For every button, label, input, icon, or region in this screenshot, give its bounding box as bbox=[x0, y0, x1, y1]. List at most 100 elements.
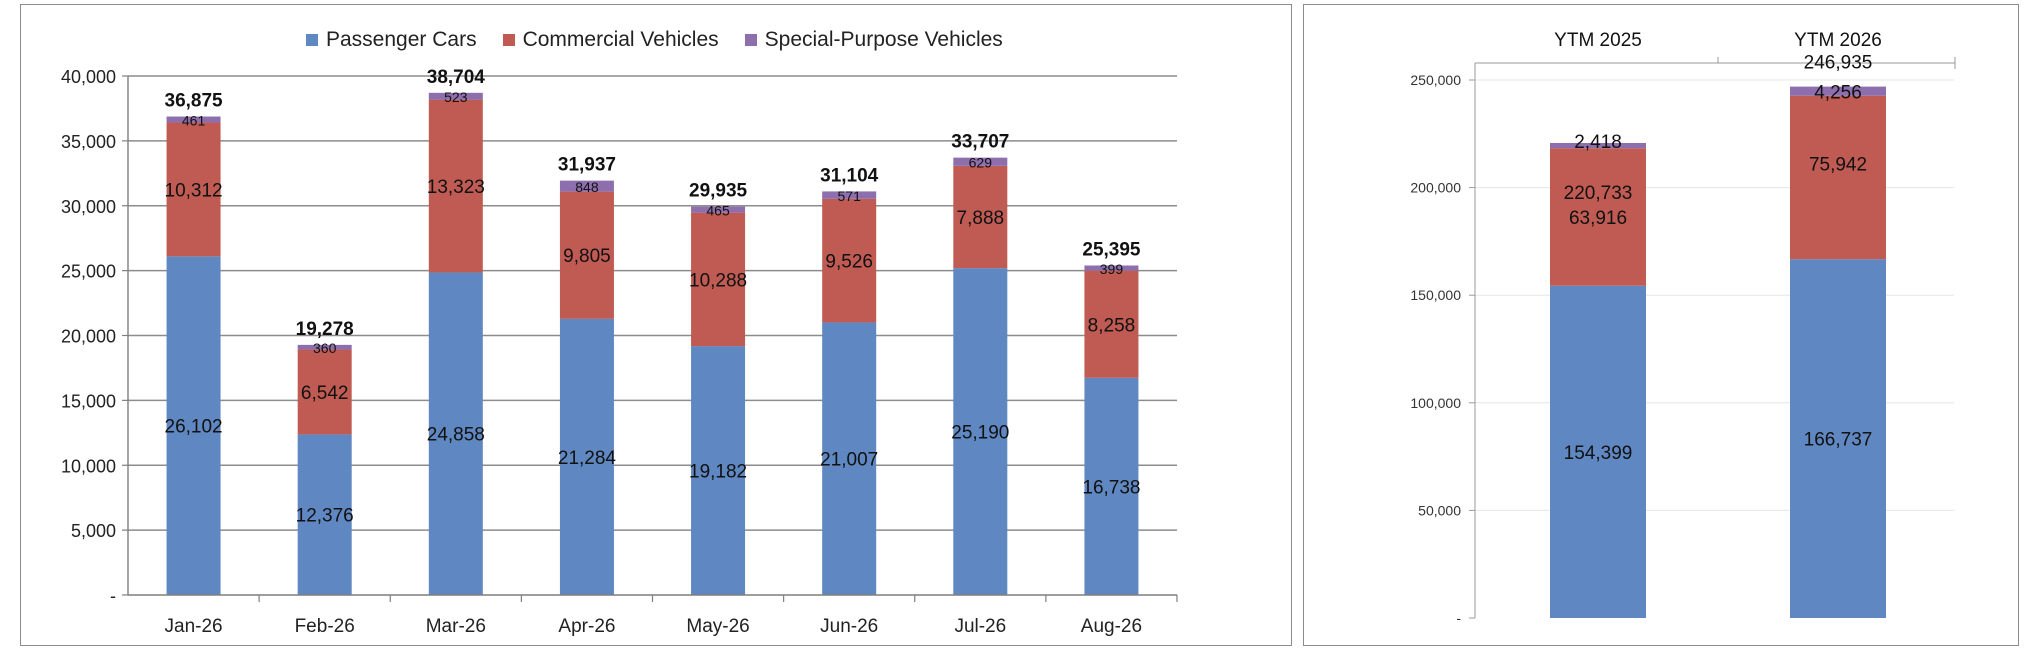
y-tick-label: 50,000 bbox=[1418, 502, 1461, 518]
legend-item-special-purpose-vehicles: Special-Purpose Vehicles bbox=[744, 28, 1003, 52]
x-tick-label: Mar-26 bbox=[426, 616, 486, 637]
monthly-chart-panel: Passenger Cars Commercial Vehicles Speci… bbox=[20, 4, 1292, 646]
y-tick-label: 200,000 bbox=[1410, 180, 1461, 196]
chart-legend: Passenger Cars Commercial Vehicles Speci… bbox=[306, 25, 1003, 55]
x-tick-label: Jul-26 bbox=[954, 616, 1006, 637]
bar-segment bbox=[1084, 377, 1139, 595]
total-label: 31,937 bbox=[558, 155, 616, 176]
legend-item-commercial-vehicles: Commercial Vehicles bbox=[502, 28, 719, 52]
bar-segment bbox=[1790, 86, 1886, 96]
y-tick-label: - bbox=[110, 586, 116, 606]
data-label: 465 bbox=[706, 203, 730, 219]
bar-segment bbox=[953, 165, 1008, 269]
legend-swatch-special-purpose-vehicles bbox=[744, 34, 757, 46]
bar-segment bbox=[166, 116, 221, 123]
bar-segment bbox=[1790, 95, 1886, 260]
y-tick-label: 40,000 bbox=[61, 67, 116, 87]
bar-segment bbox=[559, 180, 614, 192]
total-label: 246,935 bbox=[1804, 53, 1873, 74]
y-tick-label: - bbox=[1456, 610, 1461, 626]
bar-segment bbox=[559, 318, 614, 595]
bar-segment bbox=[691, 212, 746, 347]
x-tick-label: May-26 bbox=[686, 616, 749, 637]
y-tick-label: 30,000 bbox=[61, 197, 116, 217]
data-label: 848 bbox=[575, 179, 599, 195]
y-tick-label: 250,000 bbox=[1410, 72, 1461, 88]
data-label: 154,399 bbox=[1564, 443, 1633, 464]
x-tick-label: YTM 2026 bbox=[1794, 30, 1882, 51]
y-tick-label: 20,000 bbox=[61, 327, 116, 347]
bar-segment bbox=[1790, 259, 1886, 618]
legend-label: Commercial Vehicles bbox=[522, 28, 719, 51]
bar-segment bbox=[428, 272, 483, 595]
bar-segment bbox=[166, 122, 221, 257]
data-label: 166,737 bbox=[1804, 430, 1873, 451]
data-label: 571 bbox=[838, 188, 862, 204]
bar-segment bbox=[822, 198, 877, 323]
data-label: 75,942 bbox=[1809, 154, 1867, 175]
data-label: 21,284 bbox=[558, 448, 617, 469]
y-tick-label: 35,000 bbox=[61, 132, 116, 152]
x-tick-label: Jun-26 bbox=[820, 616, 878, 637]
bar-segment bbox=[953, 268, 1008, 595]
data-label: 8,258 bbox=[1088, 315, 1136, 336]
data-label: 26,102 bbox=[165, 417, 223, 438]
x-tick-label: YTM 2025 bbox=[1554, 30, 1642, 51]
total-label: 33,707 bbox=[951, 132, 1009, 153]
data-label: 24,858 bbox=[427, 425, 485, 446]
y-tick-label: 10,000 bbox=[61, 456, 116, 476]
bar-segment bbox=[559, 191, 614, 319]
y-tick-label: 150,000 bbox=[1410, 287, 1461, 303]
data-label: 63,916 bbox=[1569, 208, 1627, 229]
data-label: 360 bbox=[313, 340, 337, 356]
y-tick-label: 15,000 bbox=[61, 391, 116, 411]
bar-segment bbox=[1550, 142, 1646, 149]
bar-segment bbox=[297, 349, 352, 435]
bar-segment bbox=[428, 99, 483, 273]
bar-segment bbox=[428, 92, 483, 100]
data-label: 9,805 bbox=[563, 246, 611, 267]
legend-swatch-passenger-cars bbox=[306, 34, 318, 46]
data-label: 9,526 bbox=[825, 252, 873, 273]
data-label: 399 bbox=[1100, 261, 1124, 277]
y-tick-label: 25,000 bbox=[61, 262, 116, 282]
data-label: 6,542 bbox=[301, 383, 349, 404]
data-label: 21,007 bbox=[820, 450, 878, 471]
data-label: 523 bbox=[444, 89, 468, 105]
ytm-stacked-bar-chart: - 50,000 100,000 150,000 200,000 250,000 YTM 2… bbox=[1410, 30, 1956, 626]
bar-segment bbox=[1550, 148, 1646, 286]
total-label: 38,704 bbox=[427, 67, 486, 88]
data-label: 10,312 bbox=[165, 180, 223, 201]
total-label: 220,733 bbox=[1564, 183, 1633, 204]
x-tick-label: Feb-26 bbox=[295, 616, 355, 637]
bar-segment bbox=[1550, 285, 1646, 618]
total-label: 19,278 bbox=[296, 319, 354, 340]
bar-segment bbox=[822, 191, 877, 199]
data-label: 4,256 bbox=[1814, 83, 1862, 104]
total-label: 31,104 bbox=[820, 165, 879, 186]
data-label: 13,323 bbox=[427, 177, 485, 198]
data-label: 12,376 bbox=[296, 506, 354, 527]
bar-segment bbox=[822, 322, 877, 595]
data-label: 461 bbox=[182, 113, 206, 129]
y-tick-label: 5,000 bbox=[71, 521, 116, 541]
bar-segment bbox=[1084, 265, 1139, 271]
y-tick-label: 100,000 bbox=[1410, 395, 1461, 411]
bar-segment bbox=[297, 344, 352, 350]
data-label: 16,738 bbox=[1082, 477, 1140, 498]
x-tick-label: Aug-26 bbox=[1081, 616, 1142, 637]
bar-segment bbox=[1084, 270, 1139, 378]
ytm-chart-panel: - 50,000 100,000 150,000 200,000 250,000 YTM 2… bbox=[1303, 4, 2019, 646]
data-label: 7,888 bbox=[957, 208, 1005, 229]
monthly-stacked-bar-chart: - 5,000 10,000 15,000 20,000 25,000 30,000 35,0… bbox=[61, 67, 1178, 637]
bar-segment bbox=[297, 434, 352, 595]
x-tick-label: Jan-26 bbox=[165, 616, 223, 637]
bar-segment bbox=[953, 157, 1008, 166]
legend-label: Passenger Cars bbox=[326, 28, 477, 51]
data-label: 19,182 bbox=[689, 462, 747, 483]
legend-swatch-commercial-vehicles bbox=[502, 34, 515, 46]
bar-segment bbox=[691, 346, 746, 595]
total-label: 29,935 bbox=[689, 181, 748, 202]
bar-segment bbox=[166, 256, 221, 595]
data-label: 629 bbox=[969, 155, 993, 171]
